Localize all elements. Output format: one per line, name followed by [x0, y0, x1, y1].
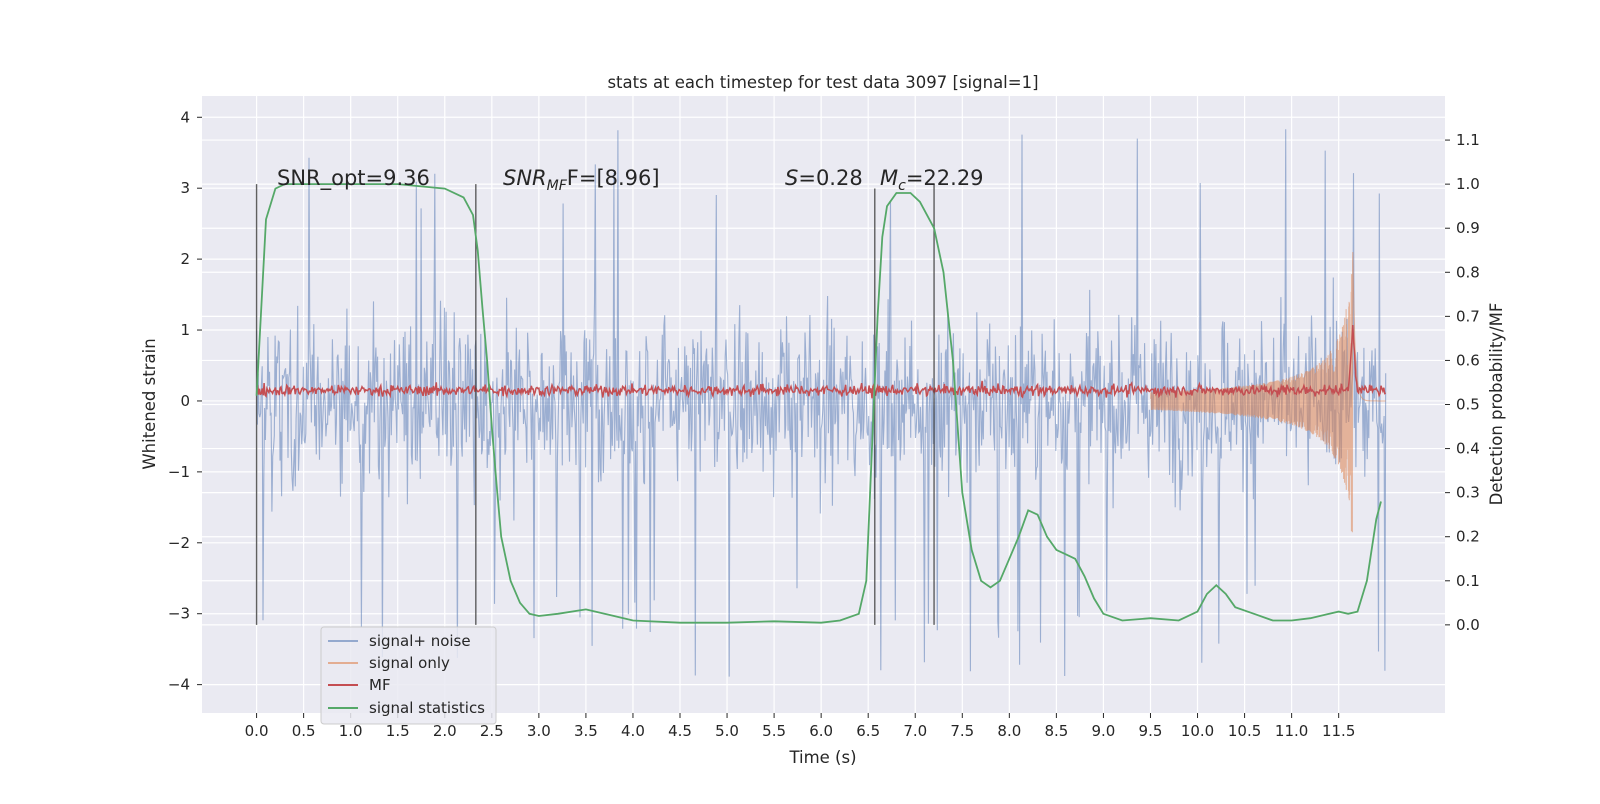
- x-tick-label-22: 11.0: [1275, 722, 1308, 740]
- y-tick-label-0: −4: [168, 676, 190, 694]
- x-tick-label-11: 5.5: [762, 722, 786, 740]
- y2-tick-label-6: 0.6: [1456, 351, 1480, 369]
- series-signal-statistics: [255, 183, 1382, 624]
- y-tick-label-6: 2: [180, 250, 190, 268]
- legend-label-signal-only: signal only: [369, 654, 450, 672]
- y2-tick-label-8: 0.8: [1456, 263, 1480, 281]
- signal-statistics-line: [255, 183, 1382, 624]
- annotation-mc-sub: c: [898, 178, 906, 194]
- legend-label-mf: MF: [369, 676, 391, 694]
- x-tick-label-8: 4.0: [621, 722, 645, 740]
- y2-tick-label-3: 0.3: [1456, 484, 1480, 502]
- annotation-s-tail: =0.28: [798, 166, 862, 190]
- annotation-snr-mf-sub: MF: [547, 178, 568, 194]
- x-tick-label-3: 1.5: [386, 722, 410, 740]
- x-tick-label-14: 7.0: [903, 722, 927, 740]
- y2-tick-label-9: 0.9: [1456, 219, 1480, 237]
- y-tick-label-1: −3: [168, 605, 190, 623]
- annotation-mc: Mc=22.29: [880, 166, 984, 194]
- series-mf: [255, 325, 1387, 399]
- annotation-snr-mf-tail: F=[8.96]: [567, 166, 660, 190]
- y-tick-label-3: −1: [168, 463, 190, 481]
- x-tick-label-21: 10.5: [1228, 722, 1261, 740]
- x-tick-label-10: 5.0: [715, 722, 739, 740]
- y2-tick-label-2: 0.2: [1456, 528, 1480, 546]
- x-tick-label-20: 10.0: [1181, 722, 1214, 740]
- x-tick-label-1: 0.5: [292, 722, 316, 740]
- x-tick-label-12: 6.0: [809, 722, 833, 740]
- x-tick-label-13: 6.5: [856, 722, 880, 740]
- y2-tick-label-1: 0.1: [1456, 572, 1480, 590]
- legend-label-signal-plus-noise: signal+ noise: [369, 632, 471, 650]
- annotation-s-main: S: [785, 166, 798, 190]
- x-tick-label-15: 7.5: [950, 722, 974, 740]
- legend-box: [320, 626, 497, 725]
- y2-tick-label-5: 0.5: [1456, 396, 1480, 414]
- x-tick-label-0: 0.0: [245, 722, 269, 740]
- y2-axis-label: Detection probability/MF: [1487, 303, 1506, 506]
- mf-line: [255, 325, 1387, 399]
- y2-tick-label-4: 0.4: [1456, 440, 1480, 458]
- legend: signal+ noise signal only MF signal stat…: [320, 626, 497, 725]
- x-tick-label-7: 3.5: [574, 722, 598, 740]
- y2-tick-label-0: 0.0: [1456, 616, 1480, 634]
- y2-tick-label-10: 1.0: [1456, 175, 1480, 193]
- signal-plus-noise-line: [256, 129, 1387, 677]
- x-tick-label-19: 9.5: [1139, 722, 1163, 740]
- annotation-mc-main: M: [880, 166, 898, 190]
- annotation-s: S=0.28: [785, 166, 863, 190]
- event-lines: [255, 184, 935, 625]
- y2-tick-label-11: 1.1: [1456, 131, 1480, 149]
- x-tick-label-23: 11.5: [1322, 722, 1355, 740]
- y-tick-label-5: 1: [180, 321, 190, 339]
- x-tick-label-5: 2.5: [480, 722, 504, 740]
- x-tick-label-17: 8.5: [1044, 722, 1068, 740]
- y-tick-label-8: 4: [180, 108, 190, 126]
- x-tick-label-9: 4.5: [668, 722, 692, 740]
- series-signal-plus-noise: [256, 129, 1387, 677]
- y-tick-label-2: −2: [168, 534, 190, 552]
- annotation-snr-mf-main: SNR: [503, 166, 547, 190]
- x-tick-label-4: 2.0: [433, 722, 457, 740]
- annotation-mc-tail: =22.29: [906, 166, 984, 190]
- y2-tick-label-7: 0.7: [1456, 307, 1480, 325]
- x-tick-label-16: 8.0: [997, 722, 1021, 740]
- y-tick-label-4: 0: [180, 392, 190, 410]
- legend-label-signal-statistics: signal statistics: [369, 699, 485, 717]
- x-tick-label-18: 9.0: [1092, 722, 1116, 740]
- x-tick-label-2: 1.0: [339, 722, 363, 740]
- x-axis-label: Time (s): [788, 748, 856, 767]
- annotation-snr-mf: SNRMFF=[8.96]: [503, 166, 660, 194]
- chart-title: stats at each timestep for test data 309…: [607, 73, 1038, 92]
- x-tick-label-6: 3.0: [527, 722, 551, 740]
- y-tick-label-7: 3: [180, 179, 190, 197]
- annotation-snr-opt: SNR_opt=9.36: [277, 166, 430, 191]
- y-axis-label: Whitened strain: [140, 338, 159, 469]
- axis-ticks: 0.0 0.5 1.0 1.5 2.0 2.5 3.0 3.5 4.0 4.5 5.0 5.5 6.0 6…: [168, 108, 1480, 740]
